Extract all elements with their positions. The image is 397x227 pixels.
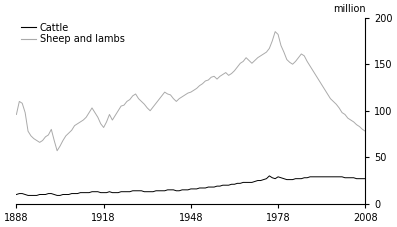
Legend: Cattle, Sheep and lambs: Cattle, Sheep and lambs: [21, 22, 125, 44]
Text: million: million: [333, 4, 365, 14]
